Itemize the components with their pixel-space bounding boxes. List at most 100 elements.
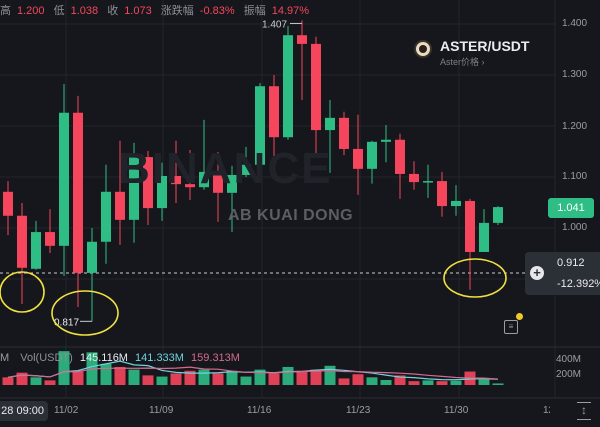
volume-bar (436, 381, 448, 385)
candle-body (185, 184, 195, 188)
candle-body (199, 171, 209, 188)
candle-body (17, 215, 27, 268)
close-value: 1.073 (124, 5, 152, 17)
candle-body (409, 173, 419, 183)
price-tick: 1.400 (562, 18, 588, 29)
date-tick: 11/30 (444, 405, 469, 416)
volume-bar (366, 377, 378, 385)
volume-bar (282, 366, 294, 385)
amplitude-value: 14.97% (271, 5, 310, 17)
volume-bar (156, 376, 168, 385)
volume-bar (58, 351, 70, 385)
high-price-label: 1.407 (262, 19, 287, 30)
date-tick: 11/02 (54, 405, 79, 416)
candle-body (339, 117, 349, 149)
candle-body (395, 139, 405, 174)
expand-vertical-icon[interactable]: ↕ (577, 402, 591, 420)
candle-body (311, 43, 321, 131)
crosshair-price: 0.912 (557, 257, 585, 269)
pair-symbol[interactable]: ASTER/USDT (440, 38, 530, 54)
candle-body (31, 232, 41, 269)
volume-bar (128, 369, 140, 385)
date-tick: 12 (543, 405, 550, 416)
volume-bar (198, 369, 210, 385)
volume-bar (100, 363, 112, 385)
volume-bar (44, 380, 56, 385)
candle-body (73, 112, 83, 273)
volume-legend-label: Vol(USDT) (20, 352, 73, 364)
volume-bar (422, 380, 434, 385)
candle-body (241, 164, 251, 175)
low-value: 1.038 (70, 5, 99, 17)
amplitude-label: 振幅 (243, 5, 266, 17)
volume-bar (30, 377, 42, 385)
volume-bar (338, 378, 350, 385)
candle-body (59, 112, 69, 246)
candle-body (451, 200, 461, 207)
price-tick: 1.100 (562, 171, 588, 182)
volume-legend-prefix: M (0, 352, 10, 364)
date-tick: 11/23 (346, 405, 371, 416)
candle-body (353, 148, 363, 169)
volume-bar (352, 374, 364, 385)
candle-body (381, 139, 391, 142)
price-tick: 1.000 (562, 222, 588, 233)
volume-ma-line (7, 366, 499, 380)
candle-body (269, 86, 279, 138)
annotation-ellipse (51, 290, 119, 336)
volume-bar (310, 369, 322, 385)
candle-body (479, 222, 489, 252)
watermark-text: AB KUAI DONG (228, 207, 354, 224)
volume-tick: 200M (556, 369, 582, 380)
add-alert-plus-icon[interactable]: + (530, 266, 544, 280)
order-book-icon[interactable]: ≡ (504, 320, 518, 334)
volume-bar (254, 369, 266, 385)
volume-bar (170, 373, 182, 385)
candle-body (115, 191, 125, 220)
candle-body (129, 157, 139, 220)
candle-body (283, 35, 293, 138)
volume-bar (380, 380, 392, 385)
volume-bar (2, 377, 14, 385)
exchange-watermark: BINANCE (118, 144, 333, 193)
date-tick: 11/16 (247, 405, 272, 416)
candle-body (255, 86, 265, 165)
candle-body (493, 207, 503, 223)
candle-body (171, 175, 181, 185)
price-tick: 1.300 (562, 69, 588, 80)
volume-bar (72, 371, 84, 385)
pair-subtitle-link[interactable]: Aster价格 › (440, 57, 485, 67)
candle-body (157, 175, 167, 209)
close-label: 收 (107, 5, 119, 17)
candle-body (87, 241, 97, 273)
annotation-ellipse (0, 271, 45, 313)
crosshair-price-box[interactable]: + 0.912 -12.392% (525, 252, 600, 295)
aster-logo-icon (414, 40, 432, 58)
crosshair-time: 28 09:00 (0, 401, 48, 421)
volume-bar (240, 376, 252, 385)
volume-bar (226, 370, 238, 385)
volume-bar (212, 373, 224, 385)
last-price-tag: 1.041 (548, 198, 594, 218)
candle-body (45, 232, 55, 246)
volume-value: 145.116M (79, 352, 128, 364)
candle-body (437, 181, 447, 207)
change-label: 涨跌幅 (160, 5, 194, 17)
volume-legend: M Vol(USDT) 145.116M 141.333M 159.313M (0, 352, 240, 364)
volume-ma2-value: 159.313M (191, 352, 240, 364)
volume-bar (268, 373, 280, 385)
volume-bar (114, 366, 126, 385)
volume-bar (394, 375, 406, 385)
volume-bar (184, 370, 196, 385)
candle-body (101, 191, 111, 242)
candle-body (213, 171, 223, 193)
volume-bar (296, 370, 308, 385)
candle-body (297, 35, 307, 44)
volume-bar (408, 381, 420, 385)
high-label: 高 (0, 5, 11, 17)
volume-bar (16, 372, 28, 385)
crosshair-change: -12.392% (557, 278, 600, 290)
candle-body (465, 200, 475, 252)
price-tick: 1.200 (562, 121, 588, 132)
